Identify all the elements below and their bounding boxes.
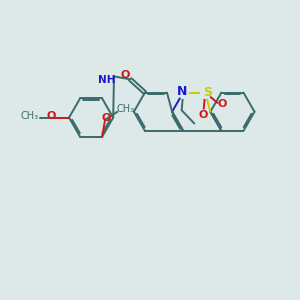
Text: CH₃: CH₃ (20, 111, 38, 121)
Text: CH₃: CH₃ (117, 104, 135, 114)
Text: O: O (102, 113, 111, 123)
Text: O: O (217, 99, 227, 110)
Text: N: N (176, 85, 187, 98)
Text: NH: NH (98, 75, 116, 85)
Text: O: O (47, 111, 56, 121)
Text: S: S (203, 86, 212, 99)
Text: O: O (120, 70, 130, 80)
Text: O: O (199, 110, 208, 120)
